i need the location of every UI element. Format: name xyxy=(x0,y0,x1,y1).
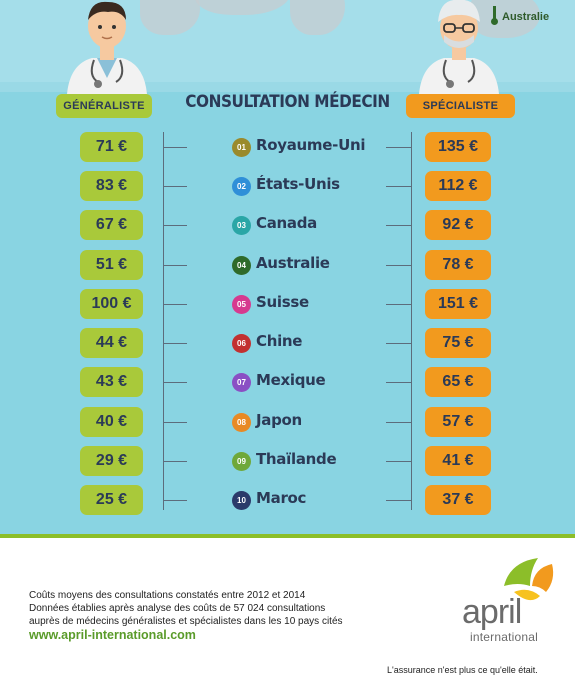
connector xyxy=(163,461,187,462)
connector xyxy=(163,225,187,226)
country-name: Suisse xyxy=(256,293,309,311)
generaliste-doctor-icon xyxy=(67,1,147,94)
connector xyxy=(163,382,187,383)
generaliste-price: 100 € xyxy=(80,289,143,319)
map-divider xyxy=(0,82,575,92)
specialiste-price: 75 € xyxy=(425,328,491,358)
table-row: 71 € 01 Royaume-Uni 135 € xyxy=(0,132,575,164)
brand-logo-text: april xyxy=(462,593,522,631)
table-row: 40 € 08 Japon 57 € xyxy=(0,407,575,439)
rank-badge: 06 xyxy=(232,334,251,353)
specialiste-price: 78 € xyxy=(425,250,491,280)
country-name: États-Unis xyxy=(256,175,340,193)
connector xyxy=(163,186,187,187)
country-name: Royaume-Uni xyxy=(256,136,366,154)
specialiste-price: 41 € xyxy=(425,446,491,476)
connector xyxy=(386,304,412,305)
generaliste-price: 43 € xyxy=(80,367,143,397)
specialiste-price: 135 € xyxy=(425,132,491,162)
table-row: 43 € 07 Mexique 65 € xyxy=(0,367,575,399)
specialiste-header: SPÉCIALISTE xyxy=(406,94,515,118)
rank-badge: 08 xyxy=(232,413,251,432)
map-pin-icon xyxy=(491,6,498,25)
country-name: Chine xyxy=(256,332,303,350)
country-name: Japon xyxy=(256,411,302,429)
generaliste-header: GÉNÉRALISTE xyxy=(56,94,152,118)
rank-badge: 04 xyxy=(232,256,251,275)
generaliste-price: 67 € xyxy=(80,210,143,240)
country-name: Thaïlande xyxy=(256,450,337,468)
generaliste-price: 25 € xyxy=(80,485,143,515)
brand-tagline: L'assurance n'est plus ce qu'elle était. xyxy=(387,665,538,675)
country-name: Australie xyxy=(256,254,330,272)
brand-logo-subtitle: international xyxy=(470,630,538,644)
specialiste-price: 112 € xyxy=(425,171,491,201)
connector xyxy=(386,422,412,423)
connector xyxy=(386,343,412,344)
map-label-australie: Australie xyxy=(502,11,550,23)
section-divider xyxy=(0,534,575,538)
connector xyxy=(386,382,412,383)
country-name: Maroc xyxy=(256,489,307,507)
rank-badge: 09 xyxy=(232,452,251,471)
april-logo-icon xyxy=(504,558,554,601)
table-row: 25 € 10 Maroc 37 € xyxy=(0,485,575,517)
specialiste-price: 37 € xyxy=(425,485,491,515)
generaliste-price: 71 € xyxy=(80,132,143,162)
table-row: 67 € 03 Canada 92 € xyxy=(0,210,575,242)
rank-badge: 07 xyxy=(232,373,251,392)
specialiste-price: 65 € xyxy=(425,367,491,397)
specialiste-price: 151 € xyxy=(425,289,491,319)
table-row: 51 € 04 Australie 78 € xyxy=(0,250,575,282)
footer-note: auprès de médecins généralistes et spéci… xyxy=(29,616,343,627)
generaliste-price: 51 € xyxy=(80,250,143,280)
connector xyxy=(163,422,187,423)
connector xyxy=(163,500,187,501)
specialiste-price: 57 € xyxy=(425,407,491,437)
map-landmass xyxy=(470,0,540,38)
connector xyxy=(163,265,187,266)
connector xyxy=(163,343,187,344)
page-title: CONSULTATION MÉDECIN xyxy=(185,92,390,112)
table-row: 100 € 05 Suisse 151 € xyxy=(0,289,575,321)
map-landmass xyxy=(195,0,290,15)
specialiste-surgeon-icon xyxy=(419,0,499,94)
table-row: 29 € 09 Thaïlande 41 € xyxy=(0,446,575,478)
rank-badge: 01 xyxy=(232,138,251,157)
rank-badge: 03 xyxy=(232,216,251,235)
rank-badge: 10 xyxy=(232,491,251,510)
connector xyxy=(386,500,412,501)
generaliste-price: 40 € xyxy=(80,407,143,437)
country-name: Canada xyxy=(256,214,317,232)
generaliste-price: 83 € xyxy=(80,171,143,201)
table-row: 44 € 06 Chine 75 € xyxy=(0,328,575,360)
generaliste-price: 29 € xyxy=(80,446,143,476)
generaliste-price: 44 € xyxy=(80,328,143,358)
connector xyxy=(386,265,412,266)
website-link[interactable]: www.april-international.com xyxy=(29,628,196,642)
connector xyxy=(386,147,412,148)
rank-badge: 02 xyxy=(232,177,251,196)
connector xyxy=(386,225,412,226)
connector xyxy=(163,304,187,305)
table-row: 83 € 02 États-Unis 112 € xyxy=(0,171,575,203)
footer-note: Données établies après analyse des coûts… xyxy=(29,603,326,614)
connector xyxy=(163,147,187,148)
connector xyxy=(386,461,412,462)
country-name: Mexique xyxy=(256,371,326,389)
footer-note: Coûts moyens des consultations constatés… xyxy=(29,590,306,601)
left-connector-line xyxy=(163,132,164,510)
footer-notes: Coûts moyens des consultations constatés… xyxy=(29,589,343,628)
connector xyxy=(386,186,412,187)
right-connector-line xyxy=(411,132,412,510)
rank-badge: 05 xyxy=(232,295,251,314)
specialiste-price: 92 € xyxy=(425,210,491,240)
